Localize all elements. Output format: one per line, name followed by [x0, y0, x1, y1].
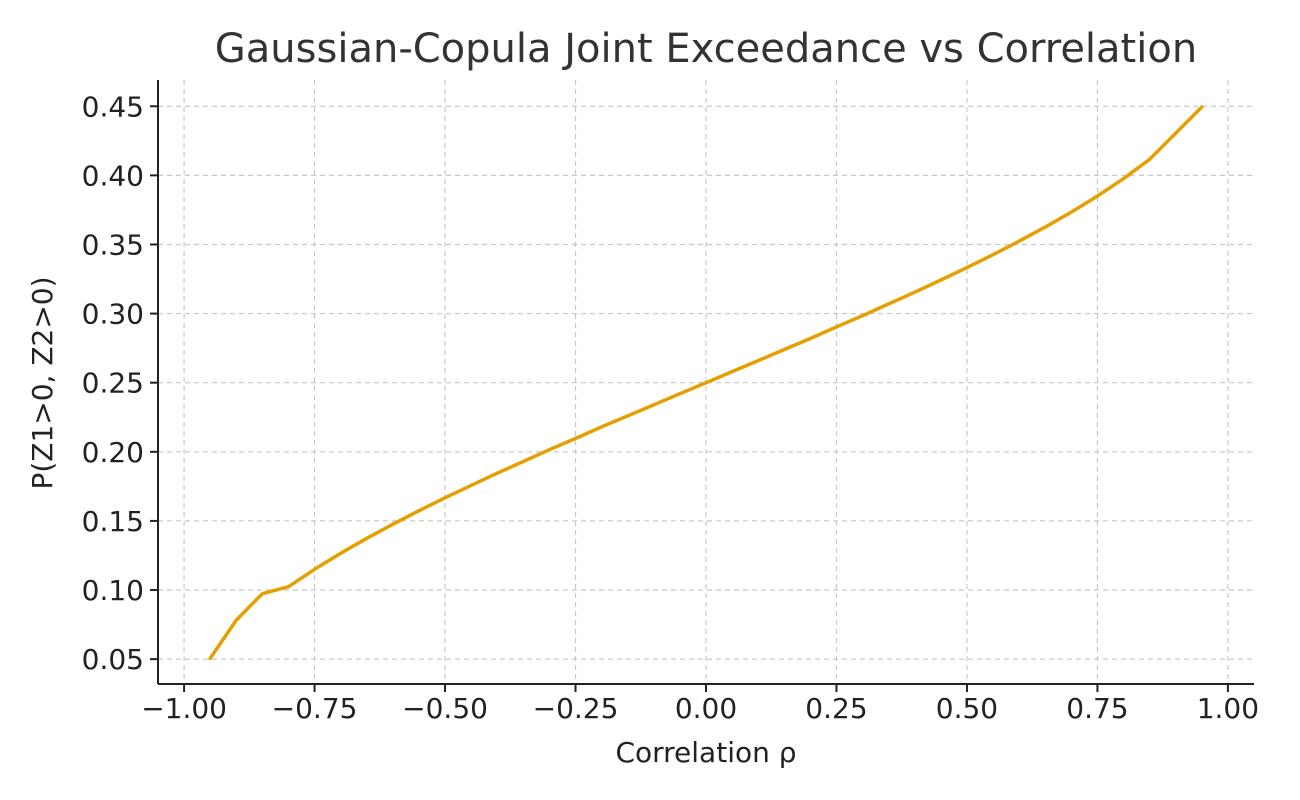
- y-axis-label: P(Z1>0, Z2>0): [26, 276, 59, 489]
- x-tick-label-1: −0.75: [272, 692, 358, 725]
- y-tick-label-5: 0.30: [82, 298, 144, 331]
- x-tick-label-2: −0.50: [402, 692, 488, 725]
- x-tick-label-7: 0.75: [1066, 692, 1128, 725]
- x-tick-label-8: 1.00: [1197, 692, 1259, 725]
- y-tick-label-0: 0.05: [82, 643, 144, 676]
- x-tick-label-3: −0.25: [533, 692, 619, 725]
- y-tick-label-8: 0.45: [82, 90, 144, 123]
- series-line-0: [208, 105, 1204, 661]
- series-layer: [208, 105, 1204, 661]
- axis-ticks: −1.00 −0.75 −0.50 −0.25 0.00 0.25 0.50 0.75 1.00…: [82, 90, 1259, 725]
- x-tick-label-5: 0.25: [805, 692, 867, 725]
- x-tick-label-0: −1.00: [141, 692, 227, 725]
- chart-title: Gaussian-Copula Joint Exceedance vs Corr…: [215, 26, 1197, 72]
- grid: [158, 80, 1254, 684]
- x-tick-label-6: 0.50: [936, 692, 998, 725]
- y-tick-label-6: 0.35: [82, 228, 144, 261]
- y-tick-label-2: 0.15: [82, 505, 144, 538]
- y-tick-label-7: 0.40: [82, 159, 144, 192]
- x-tick-label-4: 0.00: [675, 692, 737, 725]
- x-axis-label: Correlation ρ: [615, 736, 796, 769]
- y-tick-label-4: 0.25: [82, 367, 144, 400]
- y-tick-label-3: 0.20: [82, 436, 144, 469]
- y-tick-label-1: 0.10: [82, 574, 144, 607]
